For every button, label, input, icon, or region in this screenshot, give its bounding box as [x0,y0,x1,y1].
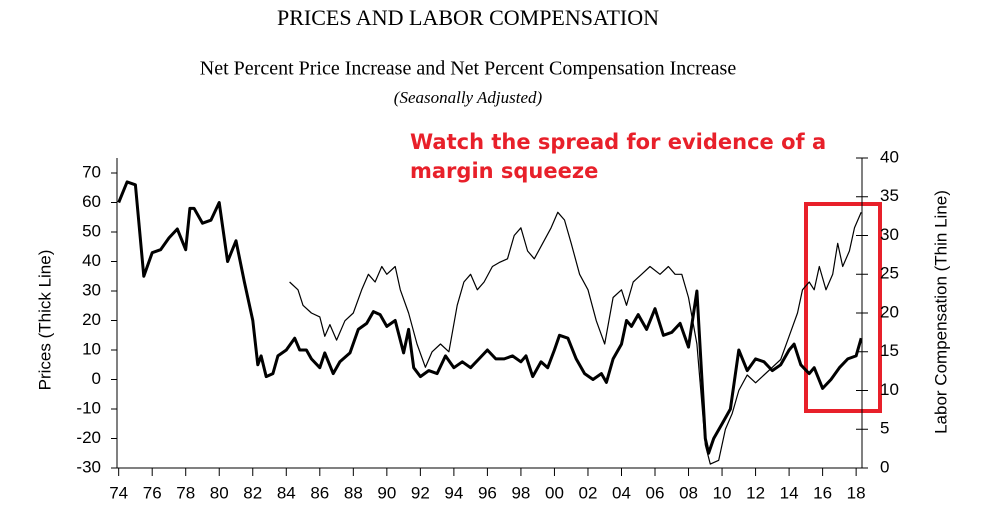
annotation-box: Watch the spread for evidence of a margi… [410,130,827,183]
x-tick-label: 14 [780,483,799,502]
x-tick-label: 90 [377,483,396,502]
x-tick-label: 88 [344,483,363,502]
x-tick-label: 84 [277,483,296,502]
x-tick-label: 12 [746,483,765,502]
y2-tick-label: 40 [880,147,899,166]
y-tick-label: 30 [82,280,101,299]
y2-tick-label: 0 [880,457,889,476]
y2-tick-label: 10 [880,380,899,399]
x-tick-label: 98 [511,483,530,502]
y-tick-label: 40 [82,251,101,270]
x-tick-label: 74 [109,483,128,502]
x-tick-label: 00 [545,483,564,502]
chart-subtitle: Net Percent Price Increase and Net Perce… [200,58,737,80]
y-tick-label: 50 [82,221,101,240]
x-tick-label: 78 [176,483,195,502]
x-tick-label: 92 [411,483,430,502]
x-tick-label: 94 [444,483,463,502]
x-tick-label: 80 [210,483,229,502]
y-tick-label: -30 [76,457,101,476]
x-tick-label: 18 [847,483,866,502]
x-tick-label: 10 [713,483,732,502]
y-axis-label: Prices (Thick Line) [35,250,54,391]
y2-tick-label: 15 [880,341,899,360]
series-line [289,211,862,465]
y2-tick-label: 30 [880,225,899,244]
x-tick-label: 86 [310,483,329,502]
y2-tick-label: 25 [880,264,899,283]
chart-title: PRICES AND LABOR COMPENSATION [277,5,659,30]
highlight-box [804,202,882,413]
x-tick-label: 04 [612,483,631,502]
y-tick-label: 20 [82,310,101,329]
y-tick-label: -20 [76,428,101,447]
y-tick-label: 60 [82,192,101,211]
y-tick-label: 0 [92,369,101,388]
x-tick-label: 96 [478,483,497,502]
x-tick-label: 82 [243,483,262,502]
note: (Seasonally Adjusted) [394,88,543,107]
y2-axis-label: Labor Compensation (Thin Line) [931,190,950,434]
y2-tick-label: 5 [880,419,889,438]
y2-tick-label: 35 [880,186,899,205]
annotation: Watch the spread for evidence of a margi… [410,130,827,183]
x-tick-label: 02 [579,483,598,502]
x-tick-label: 16 [813,483,832,502]
y-tick-label: -10 [76,398,101,417]
y-tick-label: 70 [82,162,101,181]
series-line [117,180,863,455]
y-tick-label: 10 [82,339,101,358]
x-tick-label: 76 [143,483,162,502]
x-tick-label: 06 [646,483,665,502]
y2-tick-label: 20 [880,302,899,321]
x-tick-label: 08 [679,483,698,502]
